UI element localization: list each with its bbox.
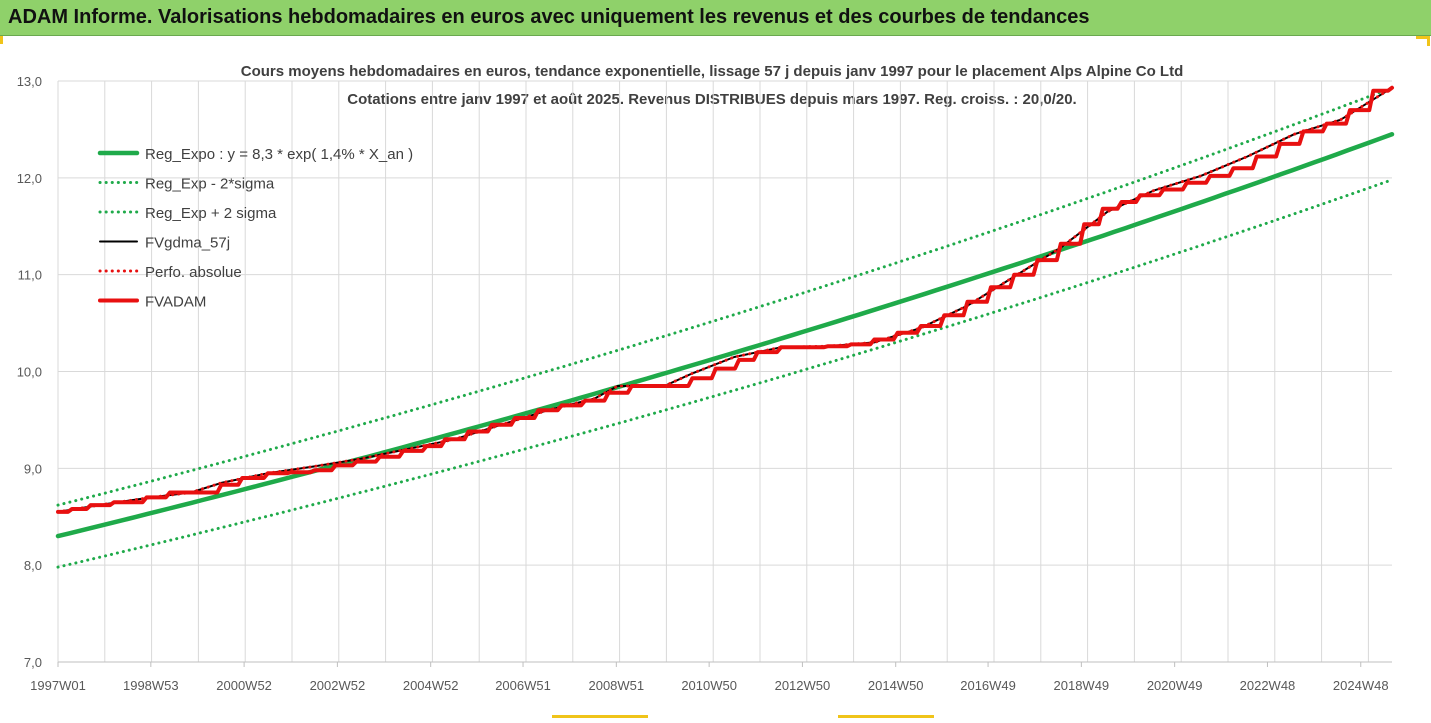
corner-mark-right: [1416, 36, 1430, 39]
series-reg-expo: [55, 132, 1395, 539]
report-banner: ADAM Informe. Valorisations hebdomadaire…: [0, 0, 1431, 36]
axis-layer: 7,0 8,0 9,0 10,0 11,0 12,0 13,0 1997W01 1998W53 2…: [17, 74, 1392, 693]
x-tick-label: 2006W51: [495, 678, 551, 693]
series-fvadam: [56, 85, 1394, 514]
series-layer: [55, 85, 1395, 569]
y-tick-label: 9,0: [24, 461, 42, 476]
x-tick-label: 2020W49: [1147, 678, 1203, 693]
series-reg-minus-2sigma: [56, 178, 1394, 569]
x-tick-label: 2024W48: [1333, 678, 1389, 693]
chart-frame: Cours moyens hebdomadaires en euros, ten…: [0, 36, 1431, 718]
series-perfo-absolue: [56, 86, 1394, 514]
x-tick-label: 2002W52: [310, 678, 366, 693]
chart-title-line2: Cotations entre janv 1997 et août 2025. …: [347, 91, 1076, 108]
x-tick-label: 2012W50: [775, 678, 831, 693]
chart-title-line1: Cours moyens hebdomadaires en euros, ten…: [241, 63, 1184, 80]
x-tick-label: 2014W50: [868, 678, 924, 693]
x-tick-label: 2000W52: [216, 678, 272, 693]
x-tick-label: 2004W52: [403, 678, 459, 693]
y-tick-label: 13,0: [17, 74, 42, 89]
x-tick-label: 2016W49: [960, 678, 1016, 693]
y-tick-label: 12,0: [17, 171, 42, 186]
corner-mark-bottom-left: [552, 715, 648, 718]
banner-title: ADAM Informe. Valorisations hebdomadaire…: [8, 6, 1090, 28]
legend-label: FVADAM: [145, 294, 206, 311]
x-tick-label: 1998W53: [123, 678, 179, 693]
legend-label: Reg_Exp - 2*sigma: [145, 176, 275, 193]
x-tick-label: 2010W50: [681, 678, 737, 693]
legend-label: FVgdma_57j: [145, 235, 230, 252]
legend-label: Perfo. absolue: [145, 264, 242, 281]
x-tick-label: 2008W51: [588, 678, 644, 693]
y-tick-label: 11,0: [18, 268, 42, 283]
x-tick-label: 1997W01: [30, 678, 86, 693]
y-tick-label: 7,0: [24, 655, 42, 670]
legend-label: Reg_Exp + 2 sigma: [145, 205, 277, 222]
x-tick-label: 2018W49: [1054, 678, 1110, 693]
line-chart: Cours moyens hebdomadaires en euros, ten…: [17, 63, 1395, 693]
legend: Reg_Expo : y = 8,3 * exp( 1,4% * X_an ) R…: [97, 146, 413, 311]
y-tick-label: 8,0: [24, 558, 42, 573]
legend-label: Reg_Expo : y = 8,3 * exp( 1,4% * X_an ): [145, 146, 413, 163]
corner-mark-right-v: [1427, 36, 1430, 46]
y-tick-label: 10,0: [17, 365, 42, 380]
grid-layer: [57, 80, 1392, 663]
corner-mark-left: [0, 36, 3, 44]
corner-mark-bottom-right: [838, 715, 934, 718]
x-tick-label: 2022W48: [1240, 678, 1296, 693]
